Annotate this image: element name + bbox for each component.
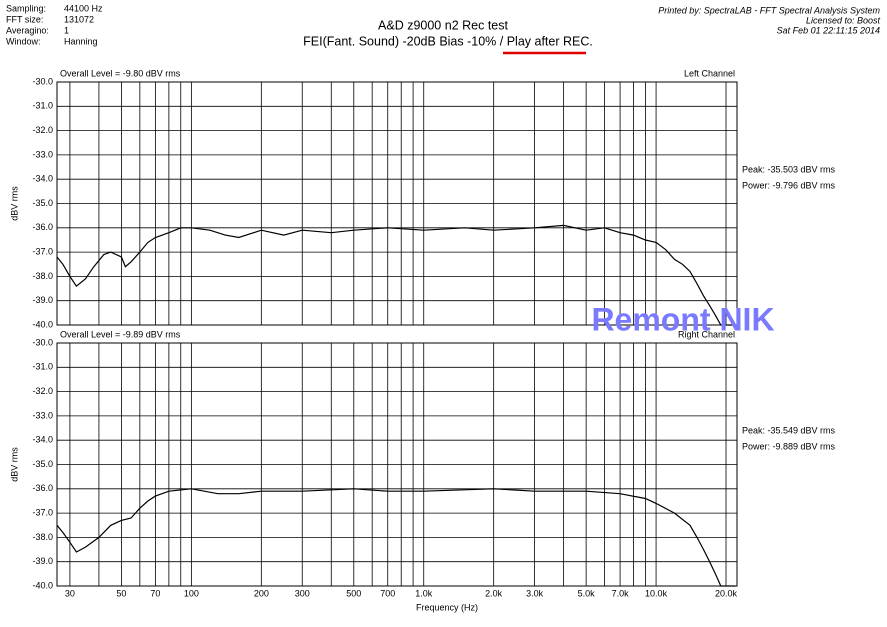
info-label: Sampling: <box>6 3 46 13</box>
x-tick-label: 70 <box>150 588 160 598</box>
power-label: Power: -9.796 dBV rms <box>742 180 836 190</box>
x-tick-label: 2.0k <box>485 588 503 598</box>
info-label: FFT size: <box>6 14 43 24</box>
x-tick-label: 30 <box>65 588 75 598</box>
watermark: Remont NIK <box>591 301 774 337</box>
channel-label: Left Channel <box>684 68 735 78</box>
y-tick-label: -35.0 <box>32 198 53 208</box>
channel-label: Right Channel <box>678 329 735 339</box>
y-tick-label: -37.0 <box>32 246 53 256</box>
title: A&D z9000 n2 Rec test <box>378 18 508 32</box>
info-label: Averagino: <box>6 25 49 35</box>
y-tick-label: -35.0 <box>32 459 53 469</box>
date: Sat Feb 01 22:11:15 2014 <box>777 25 880 35</box>
y-tick-label: -33.0 <box>32 149 53 159</box>
overall-level: Overall Level = -9.80 dBV rms <box>60 68 181 78</box>
y-tick-label: -32.0 <box>32 386 53 396</box>
y-tick-label: -30.0 <box>32 76 53 86</box>
peak-label: Peak: -35.549 dBV rms <box>742 425 836 435</box>
x-tick-label: 1.0k <box>415 588 433 598</box>
y-tick-label: -34.0 <box>32 435 53 445</box>
y-tick-label: -36.0 <box>32 483 53 493</box>
printed-by: Printed by: SpectraLAB - FFT Spectral An… <box>658 5 880 15</box>
info-label: Window: <box>6 36 41 46</box>
y-tick-label: -38.0 <box>32 271 53 281</box>
x-tick-label: 5.0k <box>578 588 596 598</box>
y-tick-label: -32.0 <box>32 125 53 135</box>
x-tick-label: 3.0k <box>526 588 544 598</box>
x-tick-label: 100 <box>184 588 199 598</box>
overall-level: Overall Level = -9.89 dBV rms <box>60 329 181 339</box>
x-tick-label: 200 <box>254 588 269 598</box>
info-value: 131072 <box>64 14 94 24</box>
info-value: 1 <box>64 25 69 35</box>
y-tick-label: -31.0 <box>32 362 53 372</box>
spectrum-line <box>56 488 736 587</box>
y-tick-label: -39.0 <box>32 556 53 566</box>
x-tick-label: 300 <box>295 588 310 598</box>
y-tick-label: -34.0 <box>32 174 53 184</box>
y-tick-label: -40.0 <box>32 319 53 329</box>
y-tick-label: -37.0 <box>32 507 53 517</box>
y-tick-label: -40.0 <box>32 580 53 590</box>
x-tick-label: 20.0k <box>715 588 738 598</box>
power-label: Power: -9.889 dBV rms <box>742 441 836 451</box>
y-tick-label: -33.0 <box>32 410 53 420</box>
subtitle: FEI(Fant. Sound) -20dB Bias -10% / Play … <box>303 34 593 48</box>
licensed-to: Licensed to: Boost <box>806 15 881 25</box>
peak-label: Peak: -35.503 dBV rms <box>742 164 836 174</box>
info-value: 44100 Hz <box>64 3 103 13</box>
spectrum-line <box>56 224 736 326</box>
y-tick-label: -36.0 <box>32 222 53 232</box>
x-tick-label: 10.0k <box>645 588 668 598</box>
x-tick-label: 700 <box>380 588 395 598</box>
x-axis-label: Frequency (Hz) <box>416 602 478 612</box>
y-axis-label: dBV rms <box>9 447 19 482</box>
y-tick-label: -38.0 <box>32 532 53 542</box>
y-axis-label: dBV rms <box>9 186 19 221</box>
y-tick-label: -39.0 <box>32 295 53 305</box>
y-tick-label: -30.0 <box>32 337 53 347</box>
x-tick-label: 50 <box>116 588 126 598</box>
info-value: Hanning <box>64 36 98 46</box>
x-tick-label: 7.0k <box>612 588 630 598</box>
y-tick-label: -31.0 <box>32 101 53 111</box>
x-tick-label: 500 <box>346 588 361 598</box>
